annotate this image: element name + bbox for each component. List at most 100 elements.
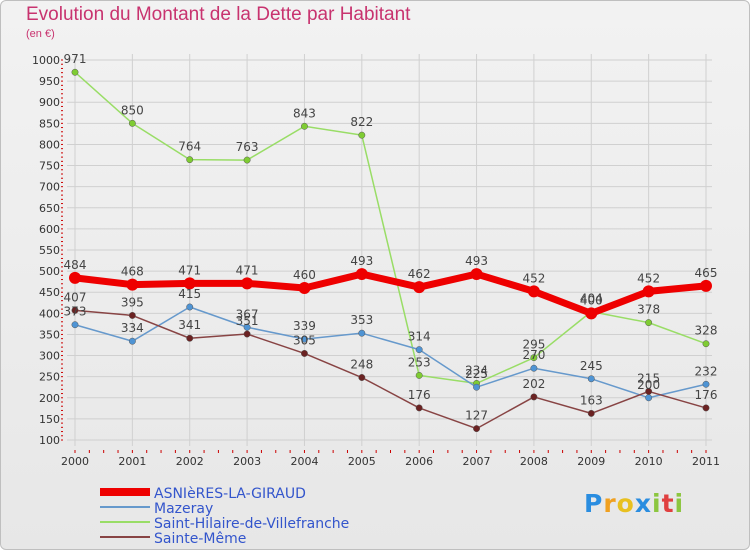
series-lines	[69, 68, 712, 433]
y-tick-label: 800	[39, 138, 60, 151]
data-point	[186, 334, 194, 342]
data-point	[243, 323, 251, 331]
data-label: 253	[408, 355, 431, 369]
chart-title: Evolution du Montant de la Dette par Hab…	[26, 4, 411, 25]
legend-label: Sainte-Même	[154, 531, 246, 547]
data-label: 305	[293, 333, 316, 347]
x-tick-label: 2006	[405, 455, 433, 468]
y-tick-label: 1000	[32, 54, 60, 67]
data-point	[645, 387, 653, 395]
data-label: 468	[121, 265, 144, 279]
logo-letter: t	[661, 489, 675, 518]
data-point	[128, 337, 136, 345]
data-point	[128, 119, 136, 127]
y-tick-label: 250	[39, 371, 60, 384]
data-point	[71, 306, 79, 314]
y-tick-label: 100	[39, 434, 60, 447]
data-point	[301, 122, 308, 130]
y-tick-label: 300	[39, 350, 60, 363]
data-label: 339	[293, 319, 316, 333]
legend-label: ASNIèRES-LA-GIRAUD	[154, 486, 306, 502]
data-label: 215	[637, 371, 660, 385]
y-tick-label: 450	[39, 286, 60, 299]
data-label: 232	[695, 364, 718, 378]
x-tick-label: 2001	[118, 455, 146, 468]
data-point	[358, 374, 366, 381]
proxiti-logo: Proxiti	[584, 489, 684, 518]
y-tick-label: 900	[39, 96, 60, 109]
data-label: 163	[580, 393, 603, 407]
data-point	[587, 409, 595, 417]
series-line	[74, 306, 707, 399]
series-line	[74, 270, 707, 317]
logo-letter: i	[652, 489, 662, 518]
data-label: 328	[695, 324, 718, 338]
data-point	[298, 282, 311, 294]
y-tick-label: 500	[39, 265, 60, 278]
data-point	[470, 268, 483, 281]
grid	[67, 54, 712, 446]
data-point	[69, 271, 81, 284]
data-label: 395	[121, 295, 144, 309]
data-label: 850	[121, 103, 144, 117]
data-point	[301, 335, 308, 343]
data-point	[71, 68, 79, 76]
data-label: 367	[236, 307, 259, 321]
series-line	[74, 71, 707, 385]
logo-letter: o	[616, 489, 635, 518]
data-label: 314	[408, 330, 431, 344]
data-label: 404	[580, 292, 603, 306]
logo-letter: i	[674, 489, 685, 518]
legend: ASNIèRES-LA-GIRAUDMazeraySaint-Hilaire-d…	[100, 486, 349, 547]
x-tick-label: 2007	[463, 455, 491, 468]
data-point	[473, 425, 480, 433]
data-point	[645, 394, 653, 402]
data-point	[241, 277, 254, 290]
data-label: 334	[121, 321, 144, 335]
data-label: 763	[236, 140, 259, 154]
data-label: 200	[637, 378, 660, 392]
data-point	[243, 330, 251, 338]
logo-letter: r	[603, 489, 617, 518]
y-tick-label: 400	[39, 307, 60, 320]
data-label: 245	[580, 359, 603, 373]
data-label: 822	[350, 115, 373, 129]
data-label: 462	[408, 267, 431, 281]
data-label: 373	[64, 305, 87, 319]
data-label: 248	[350, 358, 373, 372]
data-point	[126, 278, 139, 291]
data-point	[358, 329, 366, 337]
data-point	[702, 380, 710, 388]
y-tick-label: 550	[39, 244, 60, 257]
data-label: 465	[695, 266, 718, 280]
data-label: 353	[350, 313, 373, 327]
data-label: 460	[293, 268, 316, 282]
x-tick-label: 2005	[348, 455, 376, 468]
data-label: 471	[178, 263, 201, 277]
legend-label: Saint-Hilaire-de-Villefranche	[154, 516, 349, 532]
data-point	[473, 383, 480, 391]
data-label: 407	[64, 290, 87, 304]
data-label: 493	[350, 254, 373, 268]
data-label: 452	[522, 271, 545, 285]
x-tick-label: 2003	[233, 455, 261, 468]
data-label: 400	[580, 293, 603, 307]
data-point	[415, 346, 423, 354]
y-tick-label: 650	[39, 202, 60, 215]
data-point	[243, 156, 251, 164]
data-point	[642, 285, 655, 298]
y-tick-label: 200	[39, 392, 60, 405]
logo-letter: x	[634, 489, 652, 518]
data-labels: 971 850 764 763 843 822 253 234 295 404 378 328 373 3…	[64, 52, 718, 422]
data-point	[530, 393, 538, 401]
legend-label: Mazeray	[154, 501, 213, 517]
x-tick-label: 2004	[290, 455, 318, 468]
axes: 100 150 200 250 300 350 400 450 500 550 600 650 700 7…	[32, 54, 720, 468]
x-tick-label: 2011	[692, 455, 720, 468]
data-point	[645, 319, 653, 327]
data-label: 471	[236, 263, 259, 277]
data-label: 295	[522, 338, 545, 352]
data-label: 452	[637, 271, 660, 285]
data-label: 415	[178, 287, 201, 301]
data-label: 341	[178, 318, 201, 332]
